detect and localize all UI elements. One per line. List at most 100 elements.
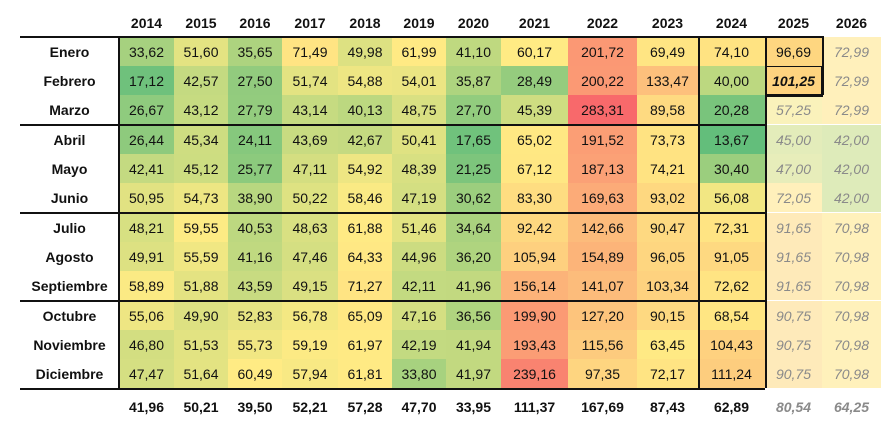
cell-febrero-2025: 101,25 — [765, 66, 822, 95]
cell-junio-2018: 58,46 — [338, 183, 392, 212]
cell-enero-2015: 51,60 — [174, 37, 228, 66]
cell-noviembre-2016: 55,73 — [228, 330, 282, 359]
cell-enero-2016: 35,65 — [228, 37, 282, 66]
cell-marzo-2024: 20,28 — [698, 95, 765, 124]
cell-mayo-2021: 67,12 — [501, 154, 568, 183]
cell-abril-2018: 42,67 — [338, 125, 392, 154]
year-header-2023: 2023 — [651, 15, 684, 31]
cell-marzo-2021: 45,39 — [501, 95, 568, 124]
cell-marzo-2026: 72,99 — [822, 95, 881, 124]
cell-agosto-2015: 55,59 — [174, 242, 228, 271]
cell-febrero-2021: 28,49 — [501, 66, 568, 95]
cell-abril-2015: 45,34 — [174, 125, 228, 154]
cell-junio-2017: 50,22 — [282, 183, 338, 212]
cell-julio-2024: 72,31 — [698, 213, 765, 242]
cell-octubre-2024: 68,54 — [698, 301, 765, 330]
cell-julio-2014: 48,21 — [119, 213, 174, 242]
cell-octubre-2016: 52,83 — [228, 301, 282, 330]
cell-abril-2020: 17,65 — [446, 125, 501, 154]
month-label-septiembre: Septiembre — [31, 277, 108, 294]
year-header-2020: 2020 — [457, 15, 490, 31]
cell-junio-2021: 83,30 — [501, 183, 568, 212]
cell-octubre-2025: 90,75 — [765, 301, 822, 330]
cell-agosto-2019: 44,96 — [392, 242, 446, 271]
cell-mayo-2020: 21,25 — [446, 154, 501, 183]
year-header-2021: 2021 — [518, 15, 551, 31]
cell-diciembre-2018: 61,81 — [338, 359, 392, 388]
cell-septiembre-2018: 71,27 — [338, 271, 392, 300]
cell-febrero-2024: 40,00 — [698, 66, 765, 95]
year-header-2019: 2019 — [403, 15, 435, 31]
cell-julio-2025: 91,65 — [765, 213, 822, 242]
average-2024: 62,89 — [713, 399, 750, 415]
cell-mayo-2022: 187,13 — [568, 154, 637, 183]
cell-marzo-2015: 43,12 — [174, 95, 228, 124]
cell-marzo-2018: 40,13 — [338, 95, 392, 124]
cell-octubre-2020: 36,56 — [446, 301, 501, 330]
cell-julio-2021: 92,42 — [501, 213, 568, 242]
year-header-2016: 2016 — [239, 15, 271, 31]
cell-abril-2019: 50,41 — [392, 125, 446, 154]
average-2014: 41,96 — [128, 399, 165, 415]
cell-diciembre-2016: 60,49 — [228, 359, 282, 388]
col-2024-right-border — [765, 36, 767, 388]
cell-julio-2016: 40,53 — [228, 213, 282, 242]
cell-enero-2020: 41,10 — [446, 37, 501, 66]
grid-top-border — [20, 36, 765, 38]
quarter-divider-3 — [20, 124, 765, 126]
cell-marzo-2014: 26,67 — [119, 95, 174, 124]
cell-septiembre-2023: 103,34 — [637, 271, 698, 300]
grid-bottom-border — [20, 388, 765, 390]
quarter-divider-6 — [20, 212, 765, 214]
cell-marzo-2023: 89,58 — [637, 95, 698, 124]
cell-septiembre-2022: 141,07 — [568, 271, 637, 300]
cell-abril-2017: 43,69 — [282, 125, 338, 154]
cell-diciembre-2015: 51,64 — [174, 359, 228, 388]
cell-enero-2022: 201,72 — [568, 37, 637, 66]
cell-enero-2023: 69,49 — [637, 37, 698, 66]
cell-abril-2016: 24,11 — [228, 125, 282, 154]
cell-octubre-2018: 65,09 — [338, 301, 392, 330]
col-2025-right-border — [822, 36, 824, 95]
col-2025-block-bottom — [765, 95, 823, 97]
cell-mayo-2019: 48,39 — [392, 154, 446, 183]
cell-agosto-2025: 91,65 — [765, 242, 822, 271]
cell-septiembre-2015: 51,88 — [174, 271, 228, 300]
cell-junio-2016: 38,90 — [228, 183, 282, 212]
cell-marzo-2016: 27,79 — [228, 95, 282, 124]
cell-abril-2026: 42,00 — [822, 125, 881, 154]
cell-agosto-2016: 41,16 — [228, 242, 282, 271]
average-2016: 39,50 — [237, 399, 273, 415]
cell-junio-2024: 56,08 — [698, 183, 765, 212]
year-header-2015: 2015 — [185, 15, 217, 31]
cell-septiembre-2021: 156,14 — [501, 271, 568, 300]
cell-septiembre-2019: 42,11 — [392, 271, 446, 300]
year-header-2022: 2022 — [586, 15, 619, 31]
cell-septiembre-2017: 49,15 — [282, 271, 338, 300]
cell-abril-2014: 26,44 — [119, 125, 174, 154]
cell-marzo-2017: 43,14 — [282, 95, 338, 124]
cell-noviembre-2022: 115,56 — [568, 330, 637, 359]
cell-junio-2025: 72,05 — [765, 183, 822, 212]
average-2019: 47,70 — [401, 399, 437, 415]
col-2025-top-border — [765, 36, 822, 38]
cell-marzo-2019: 48,75 — [392, 95, 446, 124]
year-header-2026: 2026 — [835, 15, 868, 31]
cell-diciembre-2024: 111,24 — [698, 359, 765, 388]
cell-noviembre-2024: 104,43 — [698, 330, 765, 359]
cell-mayo-2014: 42,41 — [119, 154, 174, 183]
month-label-noviembre: Noviembre — [33, 336, 106, 353]
cell-agosto-2022: 154,89 — [568, 242, 637, 271]
cell-abril-2021: 65,02 — [501, 125, 568, 154]
cell-octubre-2019: 47,16 — [392, 301, 446, 330]
cell-junio-2022: 169,63 — [568, 183, 637, 212]
average-2020: 33,95 — [455, 399, 492, 415]
cell-julio-2015: 59,55 — [174, 213, 228, 242]
cell-julio-2018: 61,88 — [338, 213, 392, 242]
cell-agosto-2018: 64,33 — [338, 242, 392, 271]
cell-abril-2024: 13,67 — [698, 125, 765, 154]
cell-diciembre-2021: 239,16 — [501, 359, 568, 388]
cell-septiembre-2014: 58,89 — [119, 271, 174, 300]
cell-agosto-2026: 70,98 — [822, 242, 881, 271]
cell-enero-2025: 96,69 — [765, 37, 822, 66]
